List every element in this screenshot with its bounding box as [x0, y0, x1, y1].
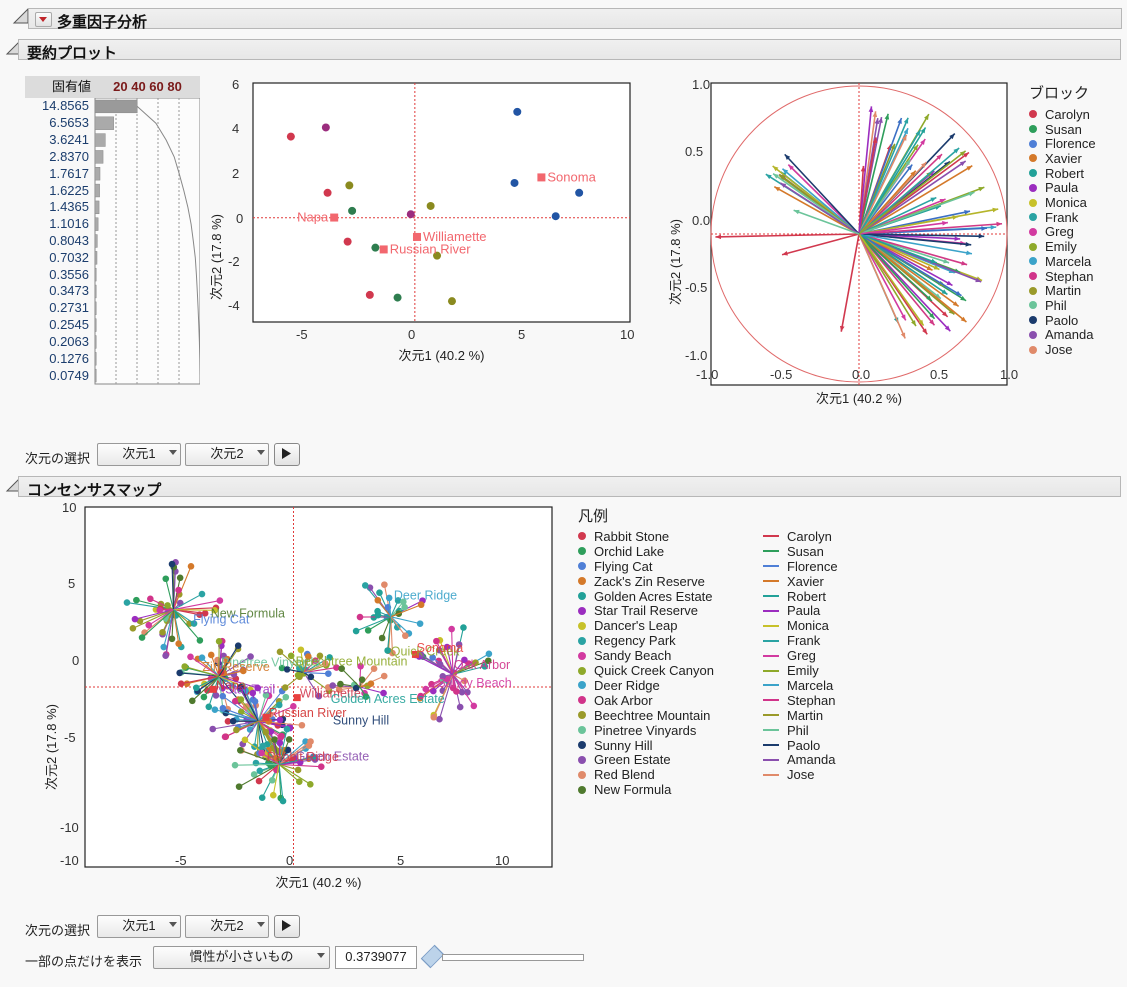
svg-text:Sandy Beach: Sandy Beach: [437, 676, 511, 690]
svg-text:Star Trail: Star Trail: [225, 682, 275, 696]
svg-text:Sonoma: Sonoma: [417, 641, 464, 655]
svg-text:Deer Ridge: Deer Ridge: [394, 589, 457, 603]
svg-text:Napa: Napa: [297, 210, 329, 225]
svg-text:Oak Arbor: Oak Arbor: [454, 658, 510, 672]
svg-text:Rabbit Ridge: Rabbit Ridge: [267, 750, 339, 764]
svg-text:Sonoma: Sonoma: [547, 169, 596, 184]
svg-text:Sunny Hill: Sunny Hill: [333, 713, 389, 727]
svg-text:Flying Cat: Flying Cat: [193, 613, 250, 627]
svg-text:Zin Reserve: Zin Reserve: [202, 660, 269, 674]
svg-text:Golden Acres Estate: Golden Acres Estate: [331, 692, 445, 706]
svg-text:Russian River: Russian River: [390, 241, 472, 256]
